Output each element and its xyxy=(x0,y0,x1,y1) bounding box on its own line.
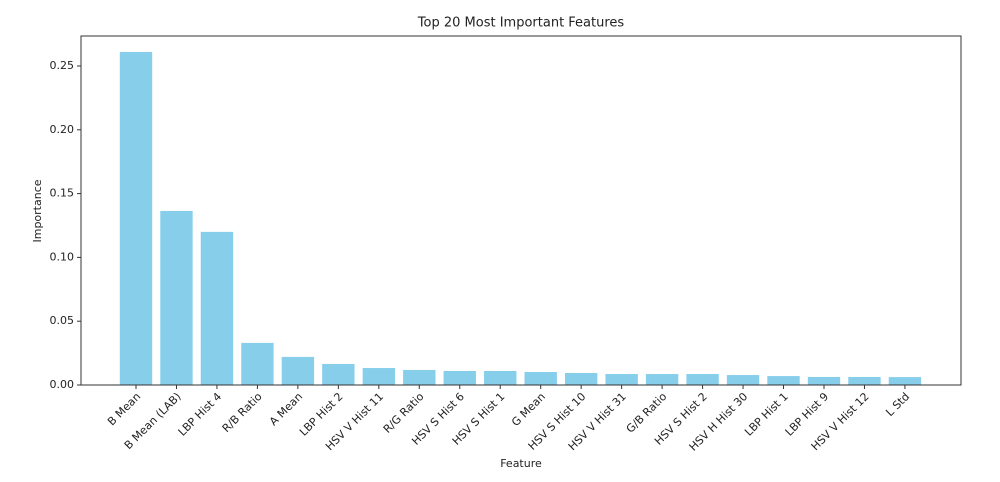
bar xyxy=(241,342,274,385)
chart-title: Top 20 Most Important Features xyxy=(417,16,625,31)
bar xyxy=(767,376,800,385)
x-tick-label: A Mean xyxy=(267,390,305,428)
bar xyxy=(726,375,760,385)
x-tick-label: G Mean xyxy=(509,390,548,429)
y-tick-label: 0.25 xyxy=(50,59,75,72)
bar xyxy=(848,376,881,385)
bar xyxy=(807,376,841,385)
x-tick-label: LBP Hist 4 xyxy=(176,390,225,439)
bar xyxy=(686,374,719,385)
bar xyxy=(888,377,922,385)
y-tick-label: 0.05 xyxy=(50,314,75,327)
y-tick-label: 0.15 xyxy=(50,187,75,200)
bar xyxy=(443,370,476,385)
x-tick-label: L Std xyxy=(883,390,912,419)
bar xyxy=(645,374,679,385)
y-tick-label: 0.10 xyxy=(50,250,75,263)
bar xyxy=(119,51,153,385)
bar xyxy=(484,370,517,385)
bar xyxy=(362,368,396,385)
x-tick-label: B Mean xyxy=(105,390,143,428)
y-tick-label: 0.00 xyxy=(50,378,75,391)
bar xyxy=(281,356,315,385)
y-tick-label: 0.20 xyxy=(50,123,75,136)
x-axis-label: Feature xyxy=(500,457,542,470)
plot-frame xyxy=(80,35,962,386)
bar xyxy=(524,371,557,385)
bar xyxy=(605,374,638,385)
bar xyxy=(403,369,436,385)
x-tick-label: R/B Ratio xyxy=(220,390,265,435)
bar xyxy=(200,231,234,385)
y-axis-label: Importance xyxy=(31,179,44,242)
bar xyxy=(564,373,598,385)
bar xyxy=(160,210,193,385)
bar xyxy=(322,363,355,385)
